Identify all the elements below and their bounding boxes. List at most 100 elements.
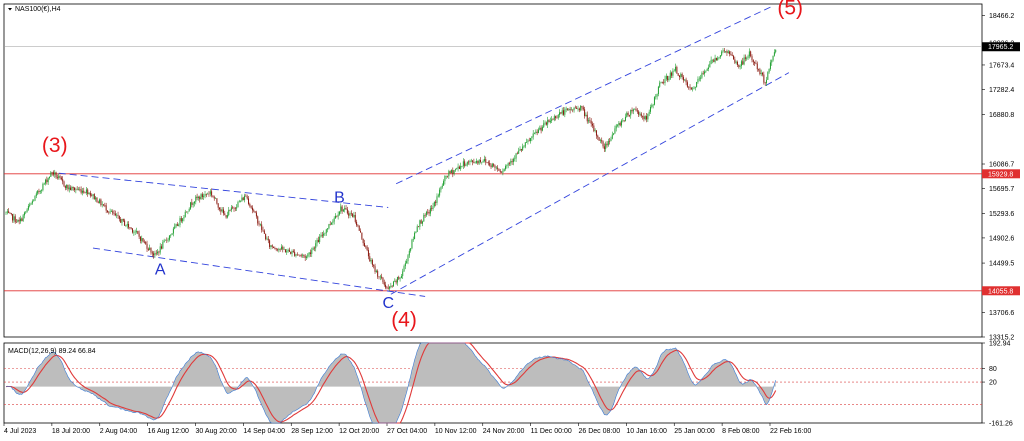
candle-body bbox=[664, 78, 666, 83]
candle-body bbox=[182, 218, 184, 222]
candle-body bbox=[531, 136, 533, 139]
candle-body bbox=[349, 213, 351, 216]
candle-body bbox=[609, 140, 611, 142]
candle-body bbox=[391, 285, 393, 287]
candle-body bbox=[499, 170, 501, 173]
chevron-down-icon[interactable] bbox=[8, 8, 12, 11]
candle-body bbox=[735, 61, 737, 63]
price-tick-label: 13706.6 bbox=[989, 310, 1014, 317]
candle-body bbox=[331, 222, 333, 225]
candle-body bbox=[738, 64, 740, 67]
candle-body bbox=[363, 243, 365, 247]
candle-body bbox=[253, 210, 255, 212]
candle-body bbox=[630, 109, 632, 116]
candle-body bbox=[684, 79, 686, 81]
candle-body bbox=[580, 105, 582, 111]
candle-body bbox=[174, 226, 176, 229]
candle-body bbox=[487, 162, 489, 164]
candle-body bbox=[29, 204, 31, 206]
candle-body bbox=[403, 266, 405, 272]
candle-body bbox=[324, 233, 326, 234]
candle-body bbox=[617, 125, 619, 126]
candle-body bbox=[329, 224, 331, 225]
candle-body bbox=[551, 119, 553, 121]
wave-label: C bbox=[382, 295, 394, 312]
wave-label: A bbox=[155, 261, 166, 278]
price-tick-label: 16880.8 bbox=[989, 112, 1014, 119]
candle-body bbox=[147, 248, 149, 250]
candle-body bbox=[671, 72, 673, 76]
candle-body bbox=[76, 189, 78, 191]
candle-body bbox=[478, 160, 480, 164]
price-level-tag bbox=[982, 169, 1020, 179]
candle-body bbox=[190, 202, 192, 209]
price-tick-label: 14902.6 bbox=[989, 235, 1014, 242]
candle-body bbox=[516, 153, 518, 155]
candle-body bbox=[381, 276, 383, 278]
candle-body bbox=[353, 215, 355, 217]
candle-body bbox=[197, 196, 199, 199]
candle-body bbox=[764, 82, 766, 84]
candle-body bbox=[599, 140, 601, 141]
candle-body bbox=[578, 108, 580, 111]
candle-body bbox=[465, 164, 467, 166]
candle-body bbox=[159, 246, 161, 253]
price-level-label: 14055.8 bbox=[988, 288, 1013, 295]
candle-body bbox=[149, 247, 151, 250]
candle-body bbox=[730, 53, 732, 55]
candle-body bbox=[718, 57, 720, 58]
candle-body bbox=[489, 162, 491, 166]
candle-body bbox=[224, 213, 226, 216]
wave-label: (5) bbox=[777, 0, 803, 20]
candle-body bbox=[631, 109, 633, 112]
candle-body bbox=[74, 187, 76, 190]
candle-body bbox=[585, 114, 587, 117]
candle-body bbox=[464, 161, 466, 166]
candle-body bbox=[216, 198, 218, 204]
candle-body bbox=[762, 72, 764, 75]
candle-body bbox=[114, 213, 116, 216]
candle-body bbox=[429, 208, 431, 214]
candle-body bbox=[590, 121, 592, 124]
candle-body bbox=[16, 222, 18, 223]
candle-body bbox=[408, 250, 410, 256]
candle-body bbox=[22, 215, 24, 221]
candle-body bbox=[303, 254, 305, 257]
candle-body bbox=[731, 54, 733, 56]
candle-body bbox=[175, 224, 177, 227]
symbol-label: NAS100(€),H4 bbox=[15, 6, 61, 13]
candle-body bbox=[371, 260, 373, 265]
candle-body bbox=[653, 97, 655, 105]
candle-body bbox=[449, 171, 451, 173]
candle-body bbox=[288, 249, 290, 252]
candle-body bbox=[565, 108, 567, 110]
candle-body bbox=[506, 165, 508, 167]
candle-body bbox=[354, 215, 356, 222]
macd-tick-label: 80 bbox=[989, 366, 997, 373]
candle-body bbox=[164, 239, 166, 241]
candle-body bbox=[103, 204, 105, 206]
candle-body bbox=[93, 194, 95, 200]
candle-body bbox=[255, 212, 257, 217]
candle-body bbox=[19, 218, 21, 222]
time-tick-label: 8 Feb 08:00 bbox=[722, 428, 759, 435]
candle-body bbox=[375, 270, 377, 272]
candle-body bbox=[697, 79, 699, 83]
candle-body bbox=[66, 185, 68, 188]
candle-body bbox=[18, 219, 20, 222]
candle-body bbox=[62, 179, 64, 182]
candle-body bbox=[530, 138, 532, 142]
candle-body bbox=[615, 125, 617, 129]
candle-body bbox=[457, 166, 459, 169]
candle-body bbox=[399, 278, 401, 279]
candle-body bbox=[461, 165, 463, 167]
candle-body bbox=[723, 50, 725, 52]
time-tick-label: 2 Aug 04:00 bbox=[100, 428, 137, 435]
candle-body bbox=[611, 134, 613, 139]
candle-body bbox=[688, 86, 690, 88]
candle-body bbox=[736, 61, 738, 65]
candle-body bbox=[12, 214, 14, 221]
price-tick-label: 18466.2 bbox=[989, 13, 1014, 20]
candle-body bbox=[320, 234, 322, 237]
